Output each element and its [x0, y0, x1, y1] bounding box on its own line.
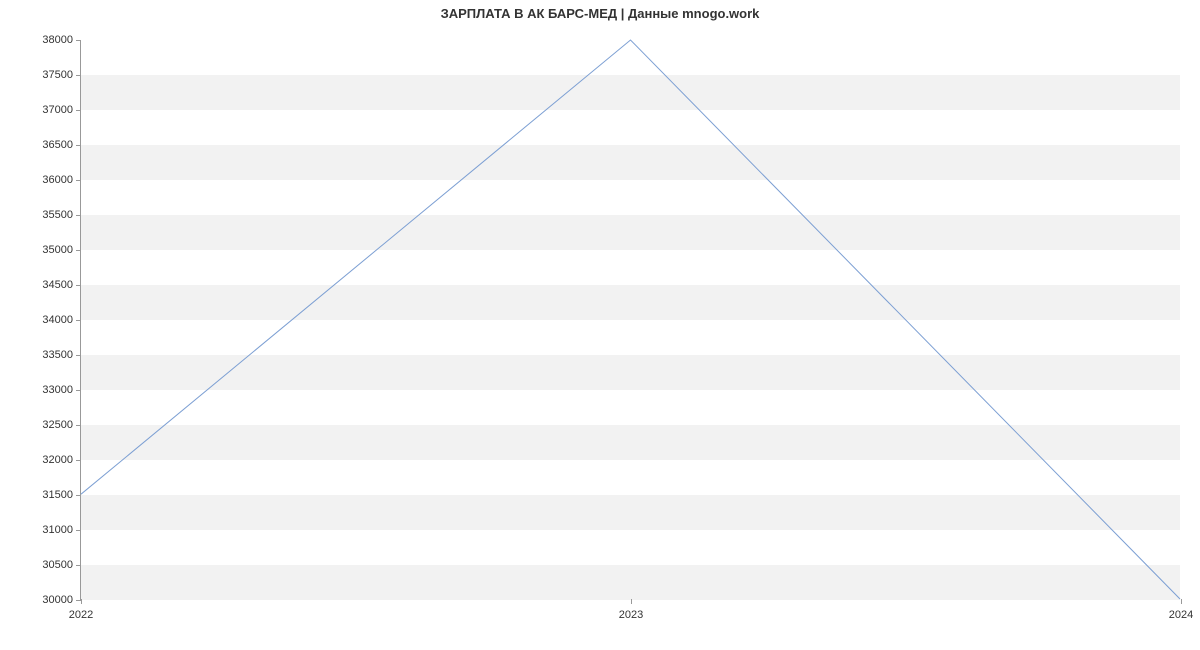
y-axis-tick-mark: [76, 145, 81, 146]
x-axis-tick-mark: [631, 599, 632, 604]
y-axis-tick-mark: [76, 285, 81, 286]
y-axis-tick-mark: [76, 495, 81, 496]
x-axis-tick-mark: [81, 599, 82, 604]
y-axis-tick-mark: [76, 565, 81, 566]
y-axis-tick-mark: [76, 425, 81, 426]
x-axis-tick-mark: [1181, 599, 1182, 604]
y-axis-tick-mark: [76, 530, 81, 531]
line-series-layer: [81, 40, 1180, 599]
y-axis-tick-mark: [76, 355, 81, 356]
y-axis-tick-mark: [76, 75, 81, 76]
y-axis-tick-mark: [76, 250, 81, 251]
y-axis-tick-mark: [76, 215, 81, 216]
plot-area: 3000030500310003150032000325003300033500…: [80, 40, 1180, 600]
y-axis-tick-mark: [76, 390, 81, 391]
y-axis-tick-mark: [76, 110, 81, 111]
chart-title: ЗАРПЛАТА В АК БАРС-МЕД | Данные mnogo.wo…: [0, 6, 1200, 21]
series-salary: [81, 40, 1180, 599]
y-axis-tick-mark: [76, 180, 81, 181]
y-axis-tick-mark: [76, 320, 81, 321]
y-axis-tick-mark: [76, 40, 81, 41]
y-axis-tick-mark: [76, 460, 81, 461]
salary-line-chart: ЗАРПЛАТА В АК БАРС-МЕД | Данные mnogo.wo…: [0, 0, 1200, 650]
